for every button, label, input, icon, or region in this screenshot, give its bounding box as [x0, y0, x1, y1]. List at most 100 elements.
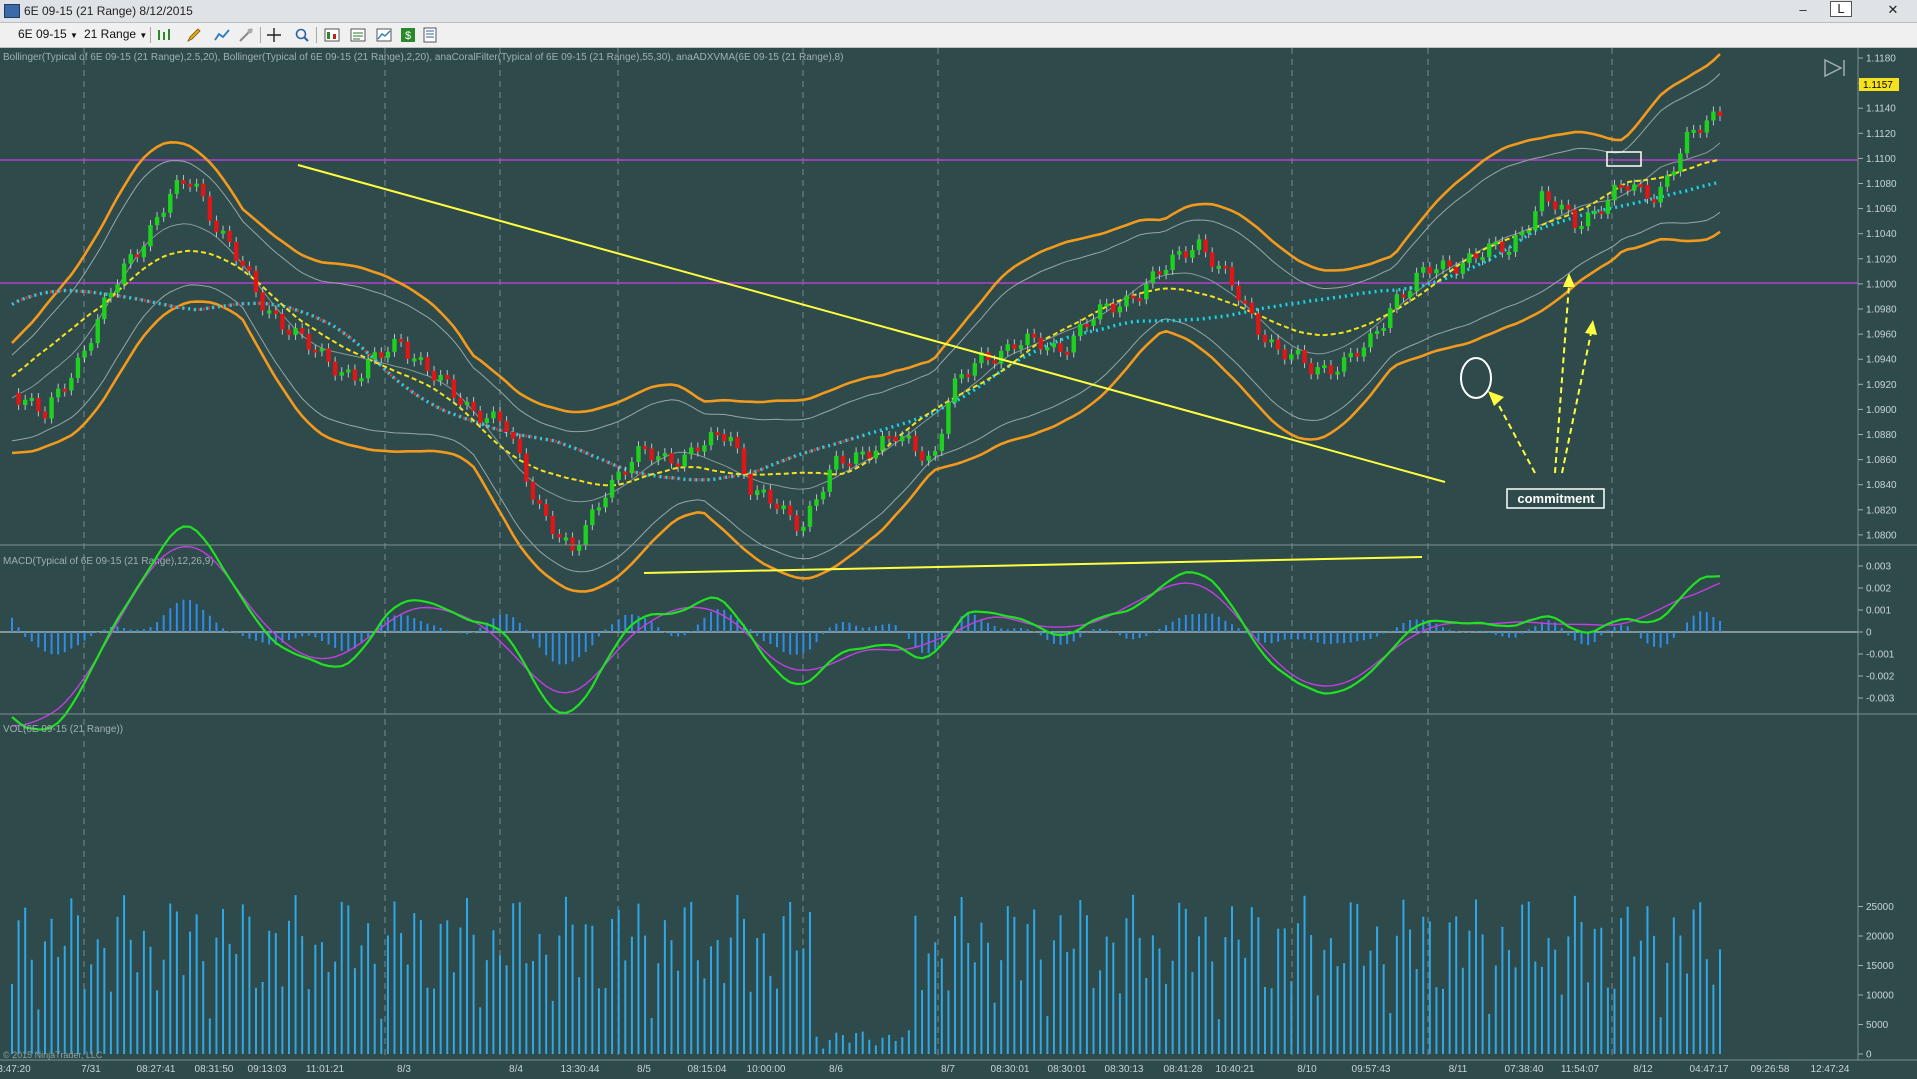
- candle-body: [1078, 324, 1083, 336]
- candle-body: [906, 435, 912, 439]
- candle-body: [537, 499, 542, 505]
- arrow-annotations[interactable]: [1488, 273, 1597, 474]
- chevron-down-icon: ▼: [70, 31, 78, 40]
- candle-body: [893, 436, 898, 442]
- candle-body: [161, 212, 166, 217]
- candle-body: [774, 503, 780, 510]
- candle-body: [108, 292, 114, 298]
- candle-body: [115, 284, 120, 293]
- macd-panel[interactable]: MACD(Typical of 6E 09-15 (21 Range),12,2…: [0, 525, 1895, 731]
- candle-body: [49, 397, 54, 419]
- candle-body: [946, 402, 951, 434]
- candle-body: [517, 438, 522, 454]
- restore-button[interactable]: L: [1830, 1, 1852, 17]
- descending-trendline[interactable]: [297, 164, 1446, 483]
- candle-body: [332, 361, 338, 376]
- chart-canvas[interactable]: Bollinger(Typical of 6E 09-15 (21 Range)…: [0, 48, 1917, 1079]
- macd-axis[interactable]: 0.003 0.002 0.001 0 -0.001 -0.002 -0.003: [1858, 562, 1895, 705]
- candle-body: [735, 436, 740, 449]
- candle-body: [385, 351, 391, 358]
- candle-body: [801, 526, 806, 532]
- candle-body: [1071, 335, 1076, 353]
- time-axis-label: 08:30:13: [1105, 1064, 1144, 1075]
- candle-body: [1618, 184, 1624, 188]
- candle-body: [1361, 347, 1367, 357]
- candle-body: [168, 193, 173, 213]
- time-axis-label: 08:30:01: [991, 1064, 1030, 1075]
- highlight-rectangle[interactable]: [1606, 151, 1642, 167]
- candle-body: [1064, 351, 1070, 355]
- time-axis-label: 8/6: [829, 1064, 843, 1075]
- candlestick-series[interactable]: [16, 106, 1723, 556]
- candle-body: [781, 505, 786, 510]
- candle-body: [1427, 267, 1433, 274]
- bollinger-lower-outer: [11, 230, 1721, 593]
- candle-body: [75, 357, 81, 378]
- order-entry-icon[interactable]: [376, 27, 392, 43]
- candle-body: [1190, 250, 1195, 258]
- candle-body: [761, 489, 766, 493]
- candle-body: [952, 378, 958, 403]
- highlight-circle[interactable]: [1460, 357, 1492, 399]
- candle-body: [1572, 209, 1578, 229]
- candle-body: [682, 454, 687, 467]
- candle-body: [629, 462, 635, 474]
- candle-body: [1335, 371, 1340, 375]
- chart-properties-icon[interactable]: [324, 27, 340, 43]
- time-axis-label: 04:47:17: [1690, 1064, 1729, 1075]
- price-tick-label: 1.1080: [1866, 179, 1897, 190]
- strategy-icon[interactable]: [238, 27, 254, 43]
- candle-body: [1177, 251, 1182, 255]
- candle-body: [1051, 343, 1057, 348]
- candle-body: [1124, 295, 1129, 307]
- time-axis-label: 8/5: [637, 1064, 651, 1075]
- candle-body: [306, 333, 311, 350]
- close-button[interactable]: ✕: [1887, 2, 1899, 17]
- bar-type-icon[interactable]: [156, 27, 172, 43]
- commitment-label-box[interactable]: [1506, 488, 1605, 509]
- candle-body: [583, 525, 588, 546]
- candle-body: [478, 410, 483, 423]
- drawing-pencil-icon[interactable]: [186, 27, 202, 43]
- candle-body: [82, 350, 87, 358]
- indicator-icon[interactable]: [214, 27, 230, 43]
- candle-body: [36, 397, 41, 412]
- candle-body: [266, 310, 272, 314]
- candle-body: [1460, 263, 1466, 274]
- bollinger-upper-inner: [11, 73, 1721, 433]
- price-panel[interactable]: Bollinger(Typical of 6E 09-15 (21 Range)…: [0, 52, 1899, 593]
- dollar-icon[interactable]: $: [400, 27, 416, 43]
- candle-body: [1651, 198, 1657, 203]
- time-axis[interactable]: 3:47:20 7/31 08:27:41 08:31:50 09:13:03 11:01…: [0, 1064, 1850, 1075]
- candle-body: [722, 434, 727, 442]
- candle-body: [280, 313, 285, 330]
- data-box-icon[interactable]: [350, 27, 366, 43]
- candle-body: [1269, 339, 1274, 343]
- candle-body: [339, 372, 344, 376]
- candle-body: [972, 363, 978, 376]
- interval-selector[interactable]: 21 Range ▼: [84, 27, 147, 41]
- candle-body: [187, 183, 193, 187]
- price-axis[interactable]: 1.11801.11601.11401.11201.11001.10801.10…: [1858, 54, 1897, 542]
- price-tick-label: 1.0880: [1866, 430, 1897, 441]
- crosshair-icon[interactable]: [266, 27, 282, 43]
- candle-body: [1282, 349, 1287, 360]
- volume-panel[interactable]: VOL(6E 09-15 (21 Range)) 25000 20000 15000…: [3, 724, 1894, 1061]
- moving-average-lines: [11, 158, 1721, 487]
- minimize-button[interactable]: –: [1799, 2, 1807, 17]
- template-icon[interactable]: [422, 27, 438, 43]
- instrument-selector[interactable]: 6E 09-15 ▼: [18, 27, 78, 41]
- candle-body: [675, 463, 681, 467]
- scroll-to-end-icon[interactable]: [1824, 58, 1845, 78]
- candle-body: [1111, 303, 1116, 313]
- support-trendline[interactable]: [643, 556, 1423, 574]
- candle-body: [913, 435, 918, 452]
- candle-body: [880, 435, 885, 451]
- candle-body: [135, 254, 140, 258]
- candle-body: [807, 505, 813, 527]
- candle-body: [445, 375, 450, 380]
- candle-body: [1216, 265, 1222, 269]
- volume-axis[interactable]: 25000 20000 15000 10000 5000 0: [1858, 902, 1894, 1061]
- zoom-icon[interactable]: [294, 27, 310, 43]
- candle-body: [1328, 365, 1334, 375]
